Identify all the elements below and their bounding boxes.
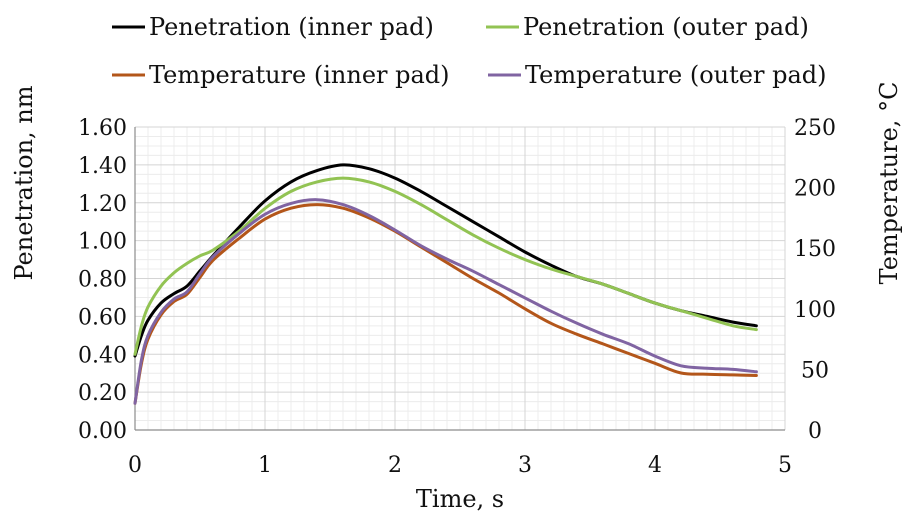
y-tick-label: 1.60 (78, 116, 127, 141)
y2-tick-label: 50 (801, 358, 829, 383)
x-tick-label: 2 (388, 453, 402, 478)
series-line-temperature-outer (133, 198, 758, 405)
series-line-penetration-outer (133, 176, 758, 356)
legend-item-penetration-inner: Penetration (inner pad) (112, 13, 434, 41)
x-tick-label: 5 (778, 453, 792, 478)
legend-label-temperature-inner: Temperature (inner pad) (149, 61, 450, 89)
y-tick-label: 0.60 (78, 305, 127, 330)
legend-item-temperature-inner: Temperature (inner pad) (112, 61, 450, 89)
y-axis-title: Penetration, nm (10, 85, 38, 280)
x-tick-label: 3 (518, 453, 532, 478)
tick-labels: 0.000.200.400.600.801.001.201.401.600501… (78, 116, 836, 478)
y2-tick-label: 0 (808, 419, 822, 444)
axes (134, 127, 785, 431)
legend-label-penetration-inner: Penetration (inner pad) (149, 13, 434, 41)
y2-tick-label: 250 (794, 116, 836, 141)
legend: Penetration (inner pad) Penetration (out… (112, 13, 826, 89)
y-tick-label: 0.80 (78, 268, 127, 293)
x-axis-title: Time, s (416, 485, 504, 513)
x-tick-label: 0 (128, 453, 142, 478)
y-tick-label: 1.20 (78, 192, 127, 217)
legend-item-penetration-outer: Penetration (outer pad) (486, 13, 809, 41)
legend-item-temperature-outer: Temperature (outer pad) (488, 61, 826, 89)
y-tick-label: 1.00 (78, 230, 127, 255)
series-layer (133, 163, 758, 405)
legend-label-temperature-outer: Temperature (outer pad) (525, 61, 826, 89)
legend-label-penetration-outer: Penetration (outer pad) (523, 13, 809, 41)
grid (135, 126, 786, 430)
x-tick-label: 4 (648, 453, 662, 478)
y2-axis-title: Temperature, °C (875, 82, 903, 285)
y2-tick-label: 200 (794, 177, 836, 202)
y2-tick-label: 150 (794, 237, 836, 262)
y-tick-label: 1.40 (78, 154, 127, 179)
y2-tick-label: 100 (794, 298, 836, 323)
y-tick-label: 0.00 (78, 419, 127, 444)
y-tick-label: 0.20 (78, 381, 127, 406)
y-tick-label: 0.40 (78, 343, 127, 368)
x-tick-label: 1 (258, 453, 272, 478)
